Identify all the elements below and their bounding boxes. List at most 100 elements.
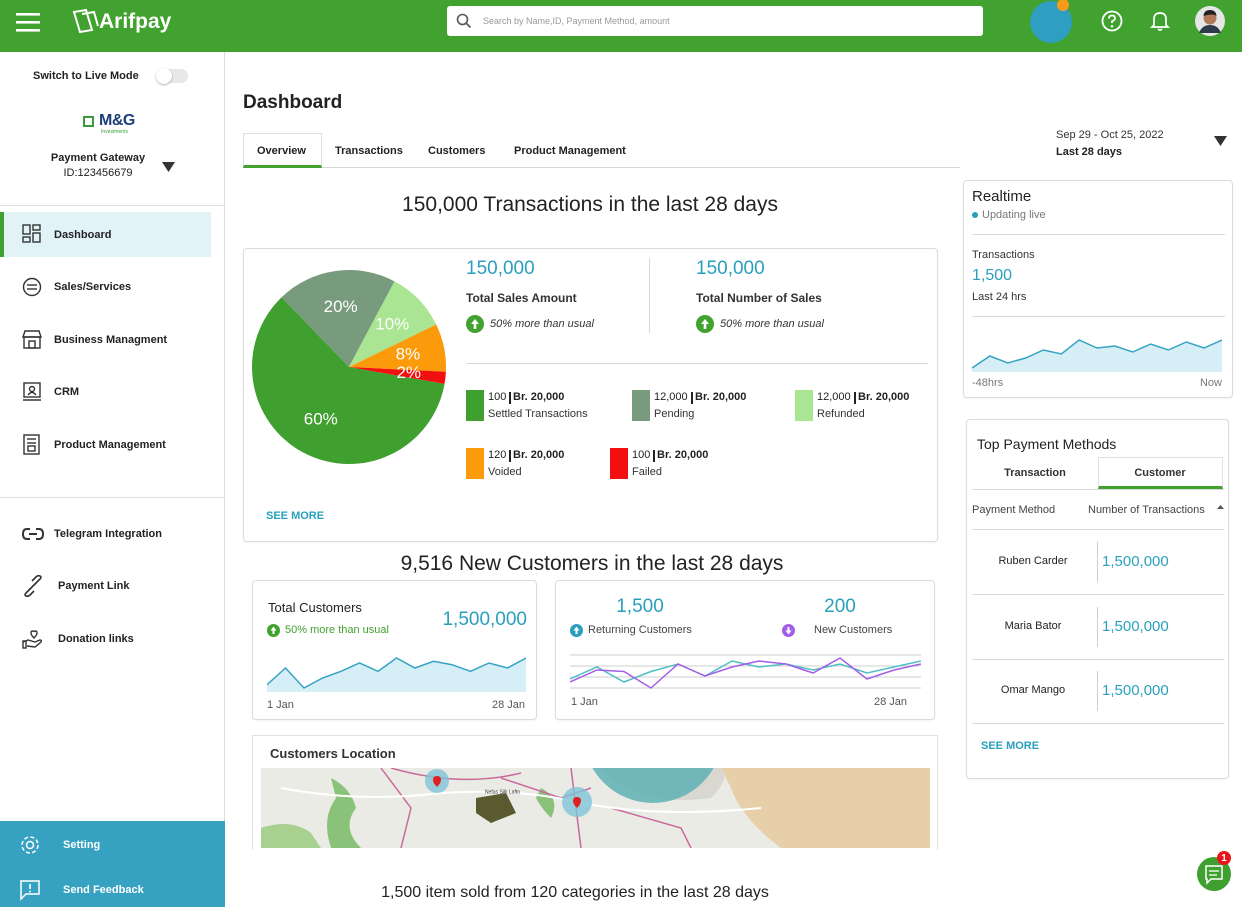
column-header[interactable]: Number of Transactions [1088, 504, 1205, 516]
menu-button[interactable] [16, 12, 42, 34]
sparkline-line [267, 657, 526, 689]
metric-period: Last 24 hrs [972, 291, 1027, 303]
sparkline-line [972, 339, 1222, 369]
total-customers-card [252, 580, 537, 720]
customer-map[interactable]: Nefas Silk Lafto [261, 768, 930, 848]
merchant-id: ID:123456679 [63, 167, 133, 179]
payment-method: Maria Bator [1004, 619, 1062, 632]
stat-label: Total Sales Amount [466, 291, 577, 305]
section-heading: 9,516 New Customers in the last 28 days [400, 552, 784, 575]
business-icon [22, 330, 42, 349]
sidebar-divider [0, 205, 224, 206]
row-divider [1097, 542, 1098, 582]
see-more-link[interactable]: SEE MORE [266, 510, 325, 522]
sales-icon [22, 277, 42, 297]
legend-label: Failed [632, 466, 662, 478]
legend-amount: Br. 20,000 [858, 391, 910, 403]
legend-separator [509, 392, 511, 404]
sidebar-footer [0, 821, 225, 907]
row-line [972, 658, 1224, 660]
footer-item[interactable]: Send Feedback [63, 884, 144, 896]
sidebar-border [224, 52, 225, 907]
chat-button[interactable]: 1 [1196, 850, 1236, 894]
nav-item[interactable]: Product Management [54, 439, 166, 451]
crm-icon [23, 382, 41, 401]
stat-value: 150,000 [466, 258, 535, 279]
card-title: Realtime [972, 188, 1032, 205]
see-more-link[interactable]: SEE MORE [981, 740, 1040, 752]
nav-item[interactable]: Telegram Integration [54, 528, 162, 540]
nav-item[interactable]: Donation links [58, 633, 134, 645]
date-dropdown[interactable] [1214, 136, 1228, 147]
stat-trend: 50% more than usual [490, 318, 594, 330]
legend-label: Pending [654, 408, 695, 420]
stat-trend: 50% more than usual [720, 318, 824, 330]
sub-tab[interactable]: Transaction [1004, 467, 1066, 479]
legend-amount: Br. 20,000 [513, 391, 565, 403]
pie-slice [349, 324, 446, 372]
legend-count: 12,000 [654, 391, 688, 403]
user-avatar[interactable] [1194, 5, 1226, 37]
section-heading: 150,000 Transactions in the last 28 days [402, 193, 778, 216]
transaction-count: 1,500,000 [1102, 553, 1169, 570]
brand-icon [72, 8, 99, 34]
tab[interactable]: Overview [257, 145, 306, 157]
legend-count: 100 [488, 391, 507, 403]
pie-slice [349, 281, 437, 367]
search-box[interactable] [447, 6, 983, 36]
row-line [972, 594, 1224, 595]
date-period: Last 28 days [1056, 146, 1123, 158]
sub-tab[interactable]: Customer [1134, 467, 1186, 479]
map-label: Nefas Silk Lafto [485, 789, 520, 795]
donation-icon [22, 630, 43, 649]
stat-divider [649, 258, 650, 333]
divider [972, 316, 1225, 317]
stat-value: 150,000 [696, 258, 765, 279]
legend-label: Voided [488, 466, 522, 478]
product-icon [23, 434, 40, 455]
nav-item[interactable]: Dashboard [54, 229, 112, 241]
sparkline [267, 657, 526, 692]
setting-icon [21, 836, 39, 854]
sort-icon[interactable] [1217, 505, 1224, 514]
stat-label: Total Number of Sales [696, 291, 822, 305]
live-mode-toggle[interactable] [156, 68, 188, 84]
legend-separator [509, 450, 511, 462]
nav-item[interactable]: Business Managment [54, 334, 168, 346]
customer-types-chart [570, 654, 921, 689]
tab[interactable]: Product Management [514, 145, 626, 157]
x-label: 28 Jan [873, 696, 907, 708]
legend-separator [854, 392, 856, 404]
divider [972, 529, 1224, 530]
sub-tab-active-box [1098, 457, 1223, 489]
pie-label: 2% [396, 363, 421, 382]
merchant-dropdown[interactable] [162, 162, 176, 173]
payment-method: Ruben Carder [998, 555, 1068, 567]
card-title: Customers Location [270, 746, 396, 761]
status-indicator[interactable] [1028, 0, 1078, 46]
sparkline-line [570, 657, 921, 689]
nav-item[interactable]: Payment Link [58, 580, 130, 592]
help-icon[interactable] [1100, 9, 1124, 33]
pie-label: 60% [304, 410, 338, 429]
legend-swatch [466, 448, 484, 479]
legend-label: Refunded [817, 408, 865, 420]
transaction-count: 1,500,000 [1102, 682, 1169, 699]
x-label: 28 Jan [491, 699, 525, 711]
legend-count: 12,000 [817, 391, 851, 403]
legend-swatch [610, 448, 628, 479]
metric-value: 1,500 [972, 267, 1013, 284]
nav-item[interactable]: CRM [54, 386, 80, 398]
x-label: 1 Jan [267, 699, 294, 711]
location-card [252, 735, 938, 850]
footer-item[interactable]: Setting [63, 839, 101, 851]
pie-slice [349, 367, 446, 384]
pie-label: 20% [324, 297, 358, 316]
pie-slice [251, 297, 445, 464]
nav-item[interactable]: Sales/Services [54, 281, 132, 293]
notification-icon[interactable] [1149, 9, 1171, 33]
tab[interactable]: Customers [428, 145, 486, 157]
tab[interactable]: Transactions [335, 145, 403, 157]
tabs-line [243, 167, 960, 168]
returning-icon [570, 624, 583, 637]
